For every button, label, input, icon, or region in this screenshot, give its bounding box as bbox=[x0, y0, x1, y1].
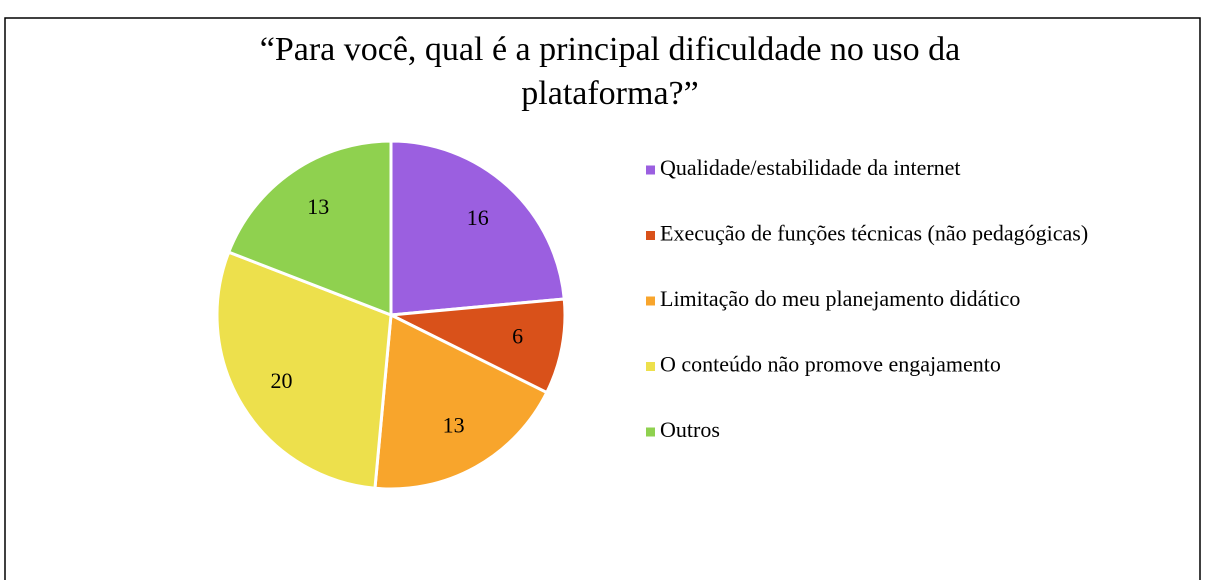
pie-slice bbox=[215, 250, 393, 490]
legend-swatch bbox=[646, 231, 655, 240]
pie-slice bbox=[389, 139, 566, 317]
chart-title: “Para você, qual é a principal dificulda… bbox=[260, 31, 961, 68]
data-label: 13 bbox=[443, 413, 465, 438]
chart-border bbox=[4, 17, 1201, 585]
legend-swatch bbox=[646, 165, 655, 175]
legend-label: Execução de funções técnicas (não pedagó… bbox=[660, 221, 1088, 246]
chart-title: plataforma?” bbox=[521, 75, 698, 112]
legend-label: Limitação do meu planejamento didático bbox=[660, 286, 1020, 311]
legend-label: Outros bbox=[660, 417, 720, 442]
data-label: 16 bbox=[467, 205, 489, 230]
legend-swatch bbox=[646, 296, 655, 306]
legend-label: O conteúdo não promove engajamento bbox=[660, 352, 1001, 377]
data-label: 13 bbox=[307, 194, 329, 219]
legend-swatch bbox=[646, 427, 655, 437]
pie-slice bbox=[373, 312, 549, 491]
data-label: 20 bbox=[271, 368, 293, 393]
legend-swatch bbox=[646, 362, 655, 371]
pie-slice bbox=[226, 139, 393, 318]
data-label: 6 bbox=[512, 324, 523, 349]
pie-slice bbox=[385, 297, 567, 395]
legend-label: Qualidade/estabilidade da internet bbox=[660, 155, 961, 180]
